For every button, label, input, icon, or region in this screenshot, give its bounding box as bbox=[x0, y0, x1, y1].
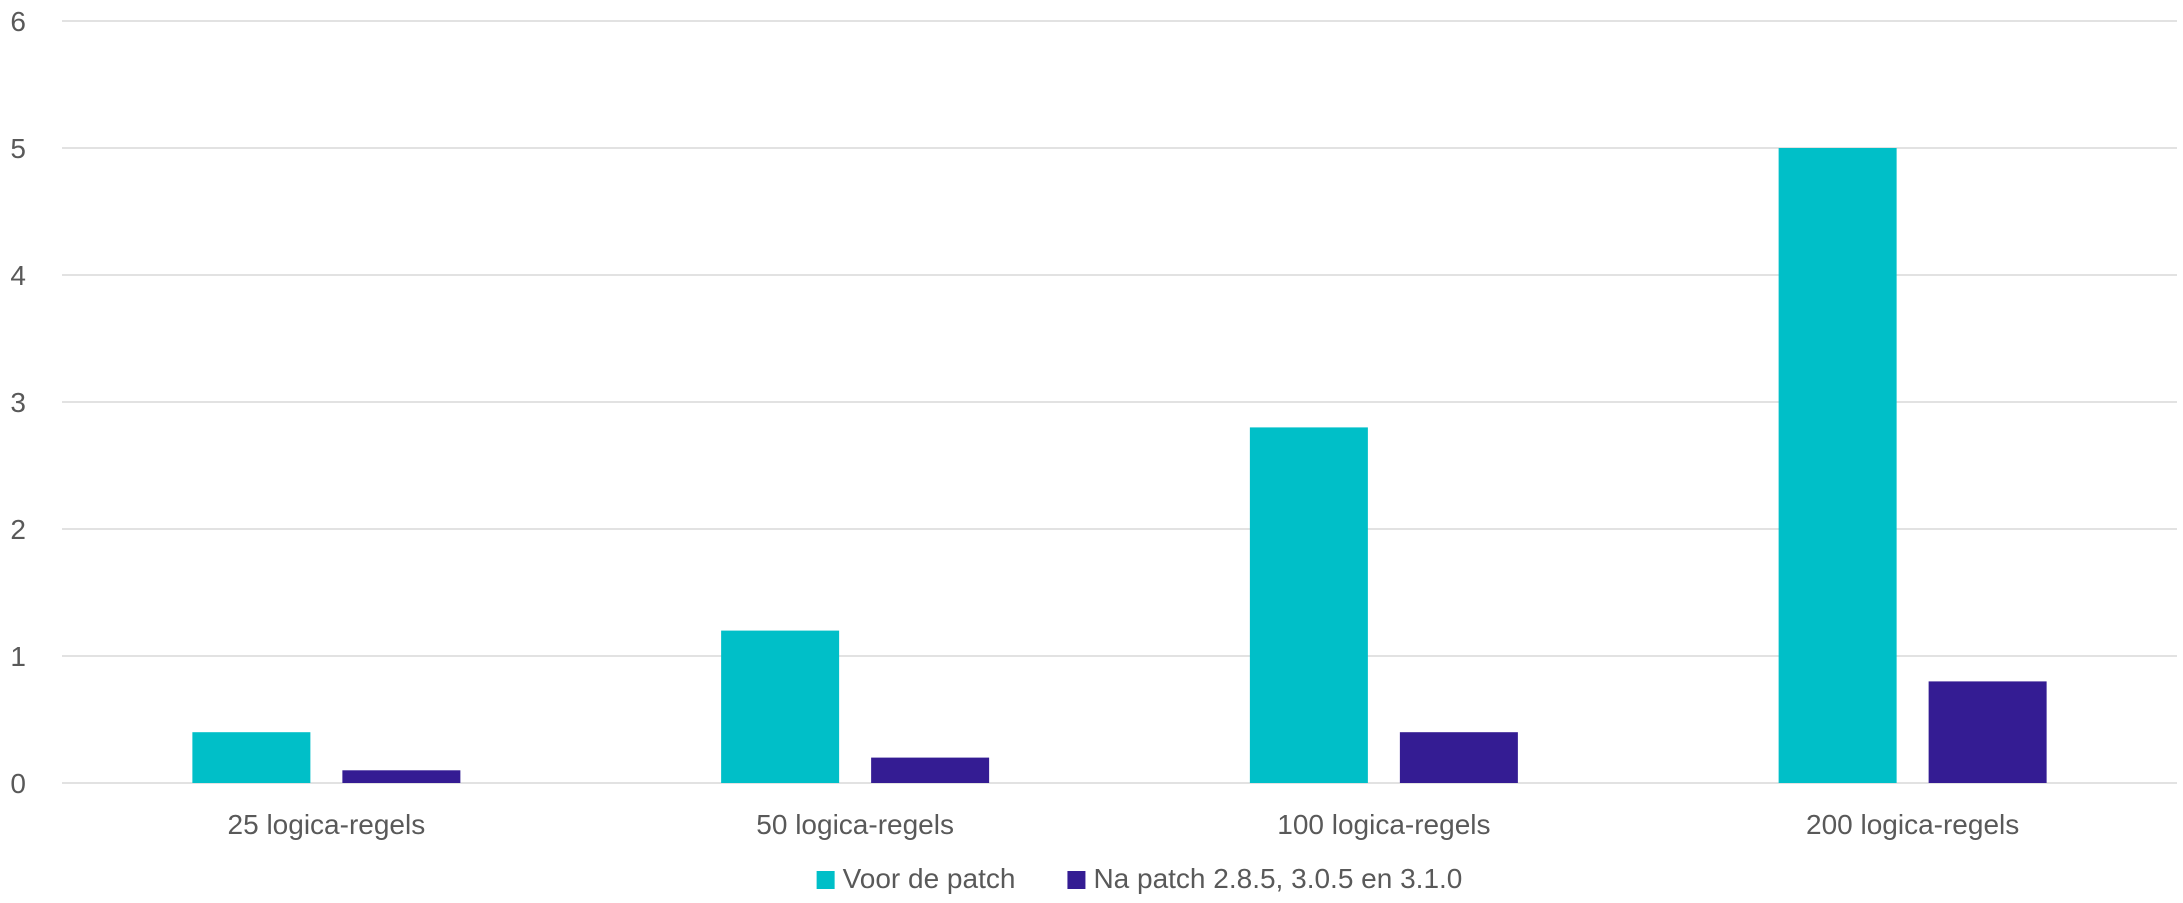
y-tick-label: 6 bbox=[10, 6, 26, 37]
y-tick-label: 2 bbox=[10, 514, 26, 545]
y-tick-label: 3 bbox=[10, 387, 26, 418]
gridlines bbox=[62, 20, 2177, 784]
bar-na-1 bbox=[871, 757, 990, 783]
bars bbox=[192, 148, 2047, 783]
bar-voor-0 bbox=[192, 732, 311, 783]
y-tick-label: 5 bbox=[10, 133, 26, 164]
legend-swatch bbox=[816, 871, 835, 889]
y-tick-label: 4 bbox=[10, 260, 26, 291]
bar-voor-3 bbox=[1778, 148, 1897, 783]
bar-na-2 bbox=[1399, 732, 1518, 783]
x-category-label: 25 logica-regels bbox=[228, 809, 426, 840]
y-tick-label: 0 bbox=[10, 768, 26, 799]
x-category-label: 200 logica-regels bbox=[1806, 809, 2019, 840]
bar-na-0 bbox=[342, 770, 461, 783]
y-tick-label: 1 bbox=[10, 641, 26, 672]
x-category-label: 100 logica-regels bbox=[1277, 809, 1490, 840]
legend-swatch bbox=[1067, 871, 1086, 889]
legend-label: Voor de patch bbox=[843, 863, 1016, 894]
bar-voor-2 bbox=[1249, 427, 1368, 783]
bar-na-3 bbox=[1928, 681, 2047, 783]
legend-label: Na patch 2.8.5, 3.0.5 en 3.1.0 bbox=[1093, 863, 1462, 894]
x-axis-category-labels: 25 logica-regels 50 logica-regels 100 logi… bbox=[228, 809, 2020, 840]
bar-voor-1 bbox=[721, 630, 840, 783]
y-axis-tick-labels: 0 1 2 3 4 5 6 bbox=[10, 6, 26, 799]
legend: Voor de patch Na patch 2.8.5, 3.0.5 en 3.… bbox=[816, 863, 1462, 894]
x-category-label: 50 logica-regels bbox=[756, 809, 954, 840]
